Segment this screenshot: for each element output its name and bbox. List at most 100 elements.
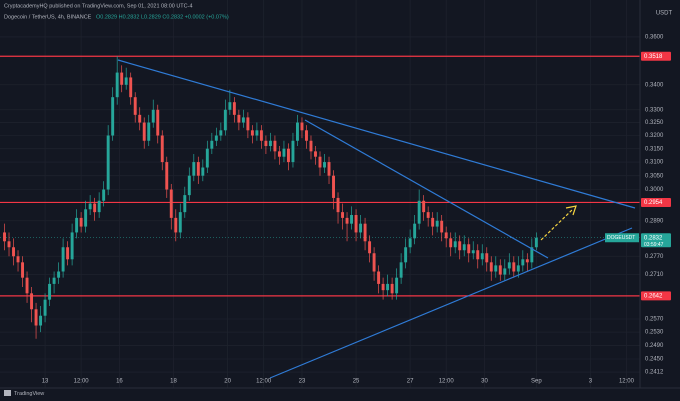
candle-body (115, 72, 119, 98)
candle-body (214, 135, 218, 141)
candle-body (530, 247, 534, 263)
x-tick-label: 27 (407, 379, 414, 385)
candle-body (3, 232, 6, 242)
candle-body (485, 253, 489, 263)
candle-body (363, 223, 367, 242)
candle-body (305, 130, 308, 141)
y-tick-label: 0.3150 (645, 146, 664, 152)
candle-body (120, 72, 124, 85)
candle-body (151, 109, 155, 123)
candle-body (178, 212, 182, 233)
candle-body (102, 189, 106, 201)
x-tick-label: 12:00 (439, 379, 455, 385)
candle-body (106, 135, 110, 190)
candle-body (124, 77, 128, 85)
symbol-label: DOGEUSDT (607, 235, 635, 241)
candle-body (503, 268, 507, 275)
candle-body (395, 277, 399, 294)
candle-body (201, 167, 205, 176)
candle-body (16, 256, 20, 263)
y-tick-label: 0.3100 (645, 160, 664, 166)
y-tick-label: 0.2570 (645, 317, 664, 323)
candle-body (12, 247, 15, 257)
last-price-label: 0.2832 (644, 235, 663, 241)
candle-body (489, 262, 493, 272)
x-tick-label: 20 (224, 379, 231, 385)
candle-body (323, 162, 326, 168)
candle-body (404, 247, 408, 263)
symbol-box (605, 233, 639, 243)
candle-body (516, 265, 520, 272)
candle-body (75, 217, 79, 233)
candle-body (399, 262, 403, 278)
candle-body (282, 148, 286, 157)
candle-body (34, 309, 38, 326)
candle-body (174, 217, 178, 233)
y-tick-label: 0.3250 (645, 120, 664, 126)
y-tick-label: 0.2412 (645, 370, 664, 376)
level-label: 0.2642 (644, 293, 663, 299)
y-tick-label: 0.2530 (645, 330, 664, 336)
candle-body (354, 215, 358, 233)
candle-body (476, 250, 480, 260)
candle-body (512, 262, 516, 272)
candle-body (43, 299, 47, 316)
y-tick-label: 0.3200 (645, 133, 664, 139)
candle-body (417, 200, 421, 224)
candle-body (521, 259, 525, 266)
x-tick-label: 30 (481, 379, 488, 385)
candle-body (408, 238, 412, 248)
axes: 0.3600 0.3400 0.3300 0.3250 0.3200 0.3150 0.31… (42, 35, 671, 385)
candle-body (494, 265, 498, 272)
trendline (117, 59, 636, 209)
candle-body (111, 97, 115, 136)
candle-body (277, 151, 281, 157)
candle-body (129, 77, 133, 98)
candle-body (431, 217, 435, 227)
candle-body (372, 253, 376, 272)
candle-body (61, 247, 65, 272)
levels (0, 55, 640, 297)
y-tick-label: 0.3050 (645, 173, 664, 179)
candle-body (314, 151, 317, 157)
candle-body (534, 237, 538, 248)
candle-body (413, 223, 417, 239)
candle-body (300, 122, 304, 131)
candle-body (25, 277, 29, 294)
candle-body (480, 253, 484, 260)
candle-body (268, 140, 272, 147)
level-label: 0.3518 (644, 54, 663, 60)
y-tick-label: 0.3600 (645, 35, 664, 41)
y-tick-label: 0.3400 (645, 82, 664, 88)
symbol: Dogecoin / TetherUS, 4h, BINANCE (4, 14, 92, 20)
ohlc: O0.2829 H0.2832 L0.2829 C0.2832 +0.0002 … (96, 14, 229, 20)
candle-body (471, 250, 475, 254)
candle-body (273, 140, 277, 152)
candle-body (66, 247, 70, 260)
level-label-box (641, 291, 671, 301)
candle-body (210, 140, 214, 149)
candle-body (70, 232, 74, 260)
y-tick-label: 0.2710 (645, 272, 664, 278)
candle-body (291, 140, 295, 163)
y-tick-label: 0.2450 (645, 357, 664, 363)
x-tick-label: 23 (299, 379, 306, 385)
candle-body (88, 203, 92, 210)
y-tick-label: 0.2770 (645, 254, 664, 260)
candle-body (48, 283, 52, 300)
trendline (304, 119, 549, 259)
grid (0, 0, 640, 388)
candle-body (228, 102, 232, 110)
candle-body (196, 162, 200, 176)
logo (4, 390, 11, 396)
candle-body (169, 189, 173, 218)
candle-body (440, 220, 444, 233)
level-label-box (641, 197, 671, 207)
trendline (269, 227, 633, 379)
candle-body (187, 175, 191, 196)
candle-body (30, 293, 34, 310)
candle-body (507, 262, 511, 269)
level-label-box (641, 51, 671, 61)
